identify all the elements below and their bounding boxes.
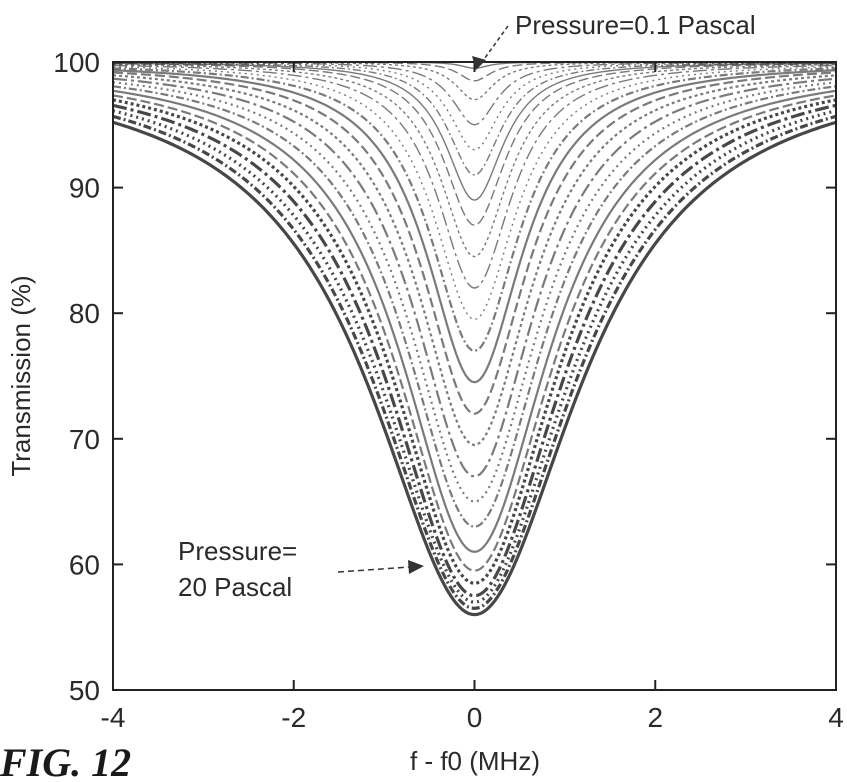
series-line-15 bbox=[113, 75, 836, 445]
series-line-16 bbox=[113, 79, 836, 477]
y-tick-label-5: 100 bbox=[53, 47, 100, 78]
series-line-11 bbox=[113, 67, 836, 320]
annotation-low-pressure: Pressure=0.1 Pascal bbox=[515, 10, 756, 40]
y-axis-label: Transmission (%) bbox=[6, 275, 36, 476]
x-tick-label-1: -2 bbox=[281, 702, 306, 733]
series-line-12 bbox=[113, 68, 836, 351]
annotation-low-pressure-leader bbox=[482, 26, 508, 62]
figure-label: FIG. 12 bbox=[0, 740, 131, 782]
x-tick-label-0: -4 bbox=[101, 702, 126, 733]
annotation-high-pressure-leader bbox=[338, 567, 410, 572]
x-tick-label-2: 0 bbox=[467, 702, 483, 733]
x-tick-label-4: 4 bbox=[828, 702, 844, 733]
annotation-high-pressure-line2: 20 Pascal bbox=[178, 572, 292, 602]
series-line-22 bbox=[113, 105, 836, 595]
series-line-9 bbox=[113, 65, 836, 257]
series-line-24 bbox=[113, 116, 836, 608]
y-tick-label-2: 70 bbox=[69, 424, 100, 455]
annotation-high-pressure-line1: Pressure= bbox=[178, 536, 297, 566]
y-tick-label-4: 90 bbox=[69, 173, 100, 204]
x-axis-label: f - f0 (MHz) bbox=[410, 746, 540, 776]
series-line-7 bbox=[113, 63, 836, 200]
series-line-19 bbox=[113, 91, 836, 552]
series-line-14 bbox=[113, 72, 836, 413]
x-tick-label-3: 2 bbox=[647, 702, 663, 733]
series-line-10 bbox=[113, 65, 836, 288]
y-tick-label-3: 80 bbox=[69, 298, 100, 329]
y-tick-label-1: 60 bbox=[69, 549, 100, 580]
series-line-6 bbox=[113, 63, 836, 175]
series-line-23 bbox=[113, 111, 836, 602]
annotation-high-pressure-arrowhead bbox=[408, 560, 424, 574]
y-tick-label-0: 50 bbox=[69, 675, 100, 706]
series-line-18 bbox=[113, 86, 836, 526]
curves-group bbox=[113, 62, 836, 615]
series-line-20 bbox=[113, 95, 836, 570]
